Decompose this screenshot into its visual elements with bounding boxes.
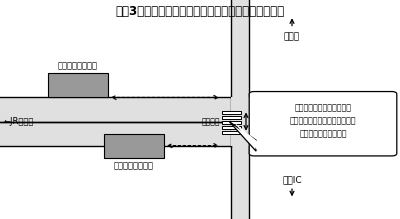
Bar (222, 131, 241, 134)
Text: 横断歩道: 横断歩道 (202, 117, 220, 126)
Polygon shape (233, 122, 257, 150)
Bar (222, 126, 241, 129)
Text: 市が尾: 市が尾 (284, 33, 300, 42)
Bar (48, 73, 108, 97)
Bar (222, 116, 241, 119)
Bar (222, 111, 241, 114)
Text: 事務所・印刷工場: 事務所・印刷工場 (114, 161, 154, 170)
Text: 港北IC: 港北IC (282, 175, 302, 184)
Text: クリーニング工場: クリーニング工場 (58, 61, 98, 70)
Bar (0, 122, 231, 146)
Bar (104, 134, 164, 158)
Text: 建物の間を移動するときに
は、矢印で示すように、横断歩
道を渡って移動する。: 建物の間を移動するときに は、矢印で示すように、横断歩 道を渡って移動する。 (290, 103, 356, 138)
Bar (0, 97, 231, 122)
Text: 図表3　事務所・印刷工場・クリーニング工場略地図: 図表3 事務所・印刷工場・クリーニング工場略地図 (116, 5, 284, 18)
Polygon shape (229, 122, 256, 151)
Bar (231, 97, 249, 146)
Text: ←JR中山駅: ←JR中山駅 (4, 117, 34, 126)
Bar (231, 0, 249, 219)
FancyBboxPatch shape (249, 92, 397, 156)
Bar (222, 121, 241, 124)
